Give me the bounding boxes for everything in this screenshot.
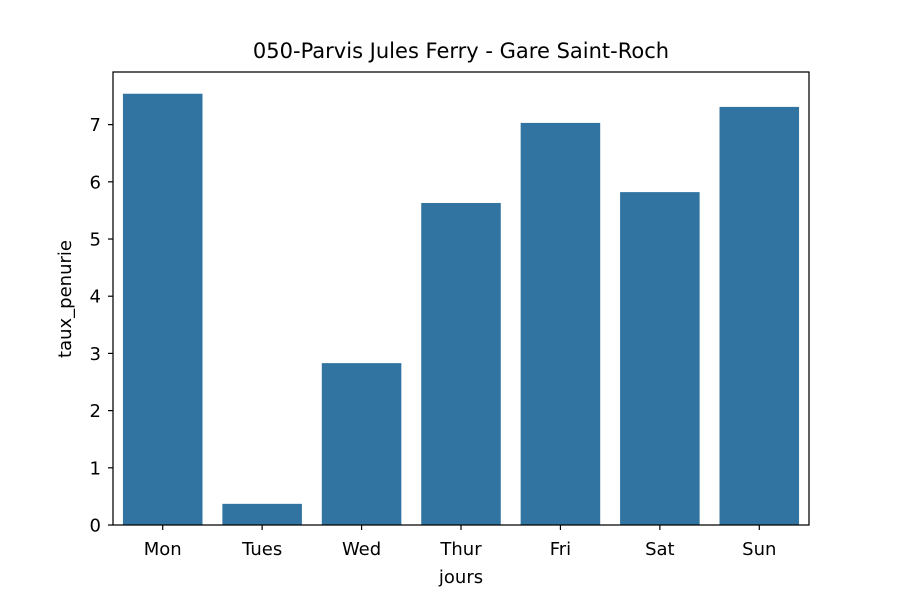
plot-area-frame bbox=[112, 71, 810, 526]
y-tick-label: 4 bbox=[90, 287, 101, 308]
x-tick-label: Wed bbox=[342, 539, 381, 560]
bar-thur bbox=[421, 202, 501, 525]
y-axis-label: taux_penurie bbox=[55, 240, 76, 358]
y-axis-ticks: 0 1 2 3 4 5 6 7 bbox=[90, 115, 113, 537]
y-tick-label: 1 bbox=[90, 458, 101, 479]
x-axis-label: jours bbox=[438, 567, 483, 588]
y-tick-label: 3 bbox=[90, 344, 101, 365]
x-tick-label: Tues bbox=[241, 539, 282, 560]
bar-mon bbox=[122, 93, 203, 525]
x-tick-label: Mon bbox=[144, 539, 182, 560]
x-tick-label: Sun bbox=[742, 539, 776, 560]
x-tick-label: Fri bbox=[550, 539, 571, 560]
y-tick-label: 6 bbox=[90, 172, 101, 193]
bar-sun bbox=[719, 106, 800, 526]
x-tick-label: Sat bbox=[645, 539, 675, 560]
y-tick-label: 7 bbox=[90, 115, 101, 136]
x-tick-label: Thur bbox=[439, 539, 482, 560]
chart-title: 050-Parvis Jules Ferry - Gare Saint-Roch bbox=[253, 39, 669, 63]
y-tick-label: 0 bbox=[90, 516, 101, 537]
bar-tues bbox=[222, 503, 302, 525]
bar-wed bbox=[321, 363, 402, 525]
y-tick-label: 5 bbox=[90, 230, 101, 251]
bar-sat bbox=[620, 192, 700, 525]
bars-group bbox=[122, 93, 800, 526]
x-axis-ticks: Mon Tues Wed Thur Fri Sat Sun bbox=[144, 525, 776, 560]
y-tick-label: 2 bbox=[90, 401, 101, 422]
bar-fri bbox=[520, 122, 601, 525]
